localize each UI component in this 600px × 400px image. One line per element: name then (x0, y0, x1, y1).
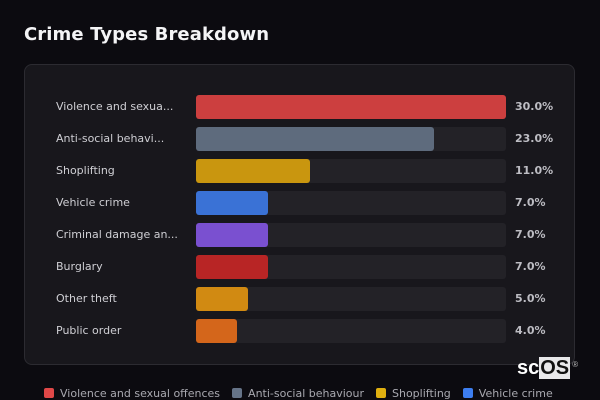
bar-label: Burglary (56, 260, 103, 273)
watermark-os: OS (539, 357, 571, 379)
bar-label: Violence and sexua... (56, 100, 174, 113)
legend-label: Violence and sexual offences (60, 386, 221, 400)
bar-value: 11.0% (515, 164, 554, 177)
legend-item[interactable]: Anti-social behaviour (232, 387, 364, 400)
bar-fill[interactable] (196, 319, 237, 343)
bar-fill[interactable] (196, 223, 268, 247)
bar-value: 7.0% (515, 260, 546, 273)
bar-track (196, 223, 506, 247)
bar-value: 23.0% (515, 132, 554, 145)
legend-swatch-icon (44, 388, 54, 398)
bar-track (196, 95, 506, 119)
scos-watermark: scOS ® (517, 357, 578, 379)
bar-row: Public order 4.0% (25, 319, 574, 343)
bar-fill[interactable] (196, 95, 506, 119)
bar-fill[interactable] (196, 191, 268, 215)
watermark-sc: sc (517, 357, 540, 379)
bar-value: 7.0% (515, 196, 546, 209)
bar-label: Vehicle crime (56, 196, 130, 209)
chart-title: Crime Types Breakdown (24, 24, 270, 45)
bar-value: 30.0% (515, 100, 554, 113)
bar-fill[interactable] (196, 159, 310, 183)
legend-swatch-icon (232, 388, 243, 398)
bar-fill[interactable] (196, 127, 434, 151)
legend-item[interactable]: Violence and sexual offences (44, 387, 220, 400)
bar-track (196, 287, 506, 311)
bar-row: Criminal damage an... 7.0% (25, 223, 574, 247)
bar-row: Shoplifting 11.0% (25, 159, 574, 183)
bar-label: Shoplifting (56, 164, 115, 177)
legend-label: Vehicle crime (478, 386, 553, 400)
legend-item[interactable]: Vehicle crime (462, 386, 553, 400)
bar-label: Anti-social behavi... (56, 132, 165, 145)
bar-row: Anti-social behavi... 23.0% (25, 127, 574, 151)
bar-fill[interactable] (196, 255, 268, 279)
bar-label: Public order (56, 324, 122, 337)
bar-value: 5.0% (515, 292, 546, 305)
chart-legend: Violence and sexual offences Anti-social … (44, 386, 565, 400)
legend-item[interactable]: Shoplifting (376, 387, 451, 400)
bar-row: Vehicle crime 7.0% (25, 191, 574, 215)
legend-swatch-icon (376, 388, 386, 398)
bar-track (196, 191, 506, 215)
bar-row: Burglary 7.0% (25, 255, 574, 279)
bar-row: Other theft 5.0% (25, 287, 574, 311)
bar-value: 4.0% (515, 324, 546, 337)
bar-label: Criminal damage an... (56, 228, 178, 241)
registered-icon: ® (572, 360, 579, 369)
bar-track (196, 127, 506, 151)
bar-track (196, 255, 506, 279)
bar-value: 7.0% (515, 228, 546, 241)
chart-card: Violence and sexua... 30.0% Anti-social be… (24, 64, 575, 365)
bar-row: Violence and sexua... 30.0% (25, 95, 574, 119)
bar-label: Other theft (56, 292, 117, 305)
bar-fill[interactable] (196, 287, 248, 311)
bar-track (196, 159, 506, 183)
legend-label: Shoplifting (392, 386, 451, 400)
legend-swatch-icon (462, 388, 473, 398)
bar-track (196, 319, 506, 343)
legend-label: Anti-social behaviour (248, 386, 364, 400)
